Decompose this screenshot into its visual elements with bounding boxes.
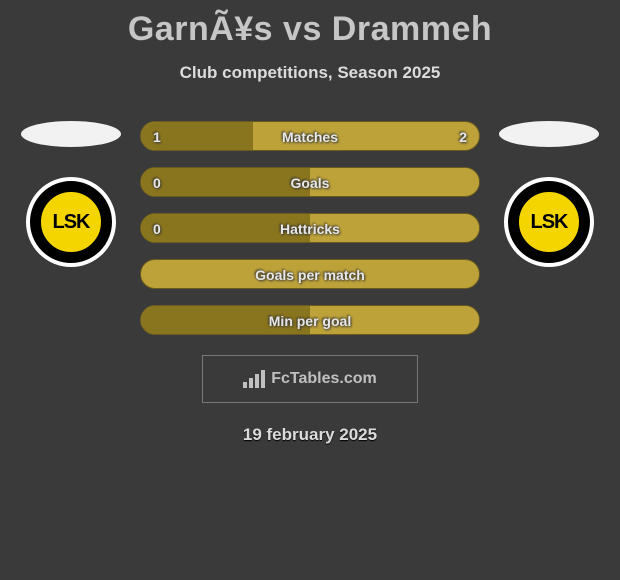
stat-mpg-label: Min per goal: [141, 306, 479, 335]
stat-bar-matches: 1 Matches 2: [140, 121, 480, 151]
club-badge-right-text: LSK: [516, 189, 582, 255]
club-badge-left: LSK: [26, 177, 116, 267]
stat-matches-label: Matches: [141, 122, 479, 151]
flag-left: [21, 121, 121, 147]
bars-icon: [243, 370, 265, 388]
flag-right: [499, 121, 599, 147]
player-left-column: LSK: [16, 121, 126, 267]
stat-bars: 1 Matches 2 0 Goals 0 Hattricks Goals pe…: [140, 121, 480, 335]
watermark-text: FcTables.com: [271, 370, 377, 388]
stat-goals-label: Goals: [141, 168, 479, 197]
player-right-column: LSK: [494, 121, 604, 267]
comparison-row: LSK 1 Matches 2 0 Goals 0 Hattricks Goal…: [0, 121, 620, 335]
stat-bar-goals: 0 Goals: [140, 167, 480, 197]
stat-gpm-label: Goals per match: [141, 260, 479, 289]
page-subtitle: Club competitions, Season 2025: [0, 63, 620, 83]
stat-bar-goals-per-match: Goals per match: [140, 259, 480, 289]
stat-matches-right: 2: [459, 122, 467, 151]
club-badge-left-text: LSK: [38, 189, 104, 255]
date-label: 19 february 2025: [0, 425, 620, 445]
stat-bar-hattricks: 0 Hattricks: [140, 213, 480, 243]
stat-bar-min-per-goal: Min per goal: [140, 305, 480, 335]
page-title: GarnÃ¥s vs Drammeh: [0, 0, 620, 49]
stat-hattricks-label: Hattricks: [141, 214, 479, 243]
club-badge-right: LSK: [504, 177, 594, 267]
watermark-box[interactable]: FcTables.com: [202, 355, 418, 403]
